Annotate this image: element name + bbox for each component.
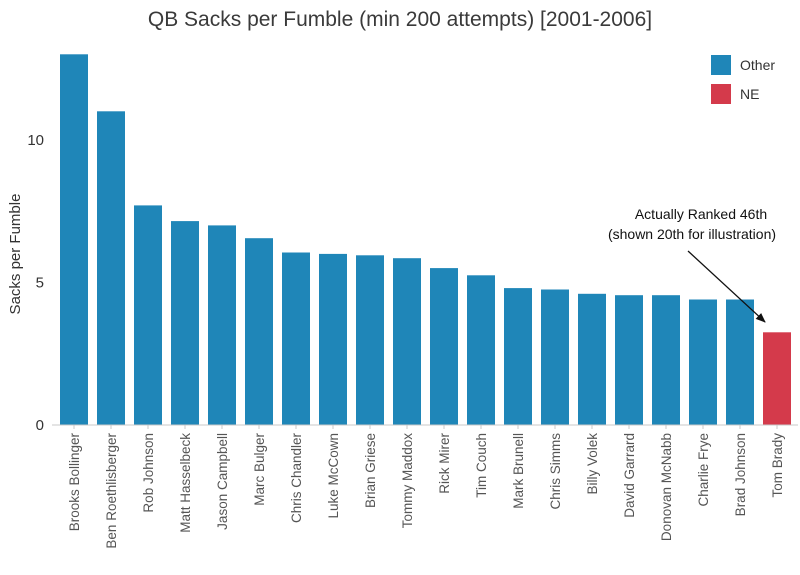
x-tick-label: Matt Hasselbeck <box>178 433 193 533</box>
legend: Other NE <box>711 55 775 104</box>
annotation-arrow <box>687 250 766 323</box>
bar-jason-campbell <box>208 225 236 425</box>
y-tick-label: 10 <box>27 132 44 149</box>
bar-tom-brady <box>763 332 791 425</box>
chart-title: QB Sacks per Fumble (min 200 attempts) [… <box>148 8 652 31</box>
bars <box>60 54 791 426</box>
annotation-line-2: (shown 20th for illustration) <box>608 226 776 242</box>
y-axis-label: Sacks per Fumble <box>7 194 24 315</box>
y-tick-label: 0 <box>36 417 44 434</box>
x-axis-ticks: Brooks Bollinger Ben Roethlisberger Rob Jo… <box>67 425 785 549</box>
x-tick-label: Tommy Maddox <box>400 433 415 529</box>
x-tick-label: Billy Volek <box>585 433 600 495</box>
x-tick-label: David Garrard <box>622 433 637 518</box>
y-axis-ticks: 0 5 10 <box>27 132 44 434</box>
bar-matt-hasselbeck <box>171 221 199 425</box>
x-tick-label: Marc Bulger <box>252 433 267 506</box>
bar-tim-couch <box>467 275 495 425</box>
bar-brad-johnson <box>726 299 754 425</box>
x-tick-label: Brian Griese <box>363 433 378 508</box>
bar-rick-mirer <box>430 268 458 425</box>
bar-david-garrard <box>615 295 643 425</box>
bar-chris-simms <box>541 289 569 425</box>
bar-marc-bulger <box>245 238 273 425</box>
legend-swatch-other <box>711 55 731 75</box>
x-tick-label: Tom Brady <box>770 433 785 498</box>
x-tick-label: Brooks Bollinger <box>67 432 82 531</box>
bar-brian-griese <box>356 255 384 425</box>
bar-rob-johnson <box>134 205 162 425</box>
x-tick-label: Luke McCown <box>326 433 341 519</box>
x-tick-label: Chris Chandler <box>289 433 304 524</box>
x-tick-label: Brad Johnson <box>733 433 748 516</box>
bar-luke-mccown <box>319 253 347 425</box>
legend-label-other: Other <box>740 57 775 73</box>
annotation-line-1: Actually Ranked 46th <box>635 206 767 222</box>
bar-ben-roethlisberger <box>97 111 125 426</box>
x-tick-label: Tim Couch <box>474 433 489 498</box>
bar-donovan-mcnabb <box>652 295 680 425</box>
bar-charlie-frye <box>689 299 717 425</box>
x-tick-label: Chris Simms <box>548 433 563 510</box>
bar-billy-volek <box>578 293 606 425</box>
annotation: Actually Ranked 46th (shown 20th for ill… <box>608 206 776 323</box>
x-tick-label: Donovan McNabb <box>659 433 674 541</box>
bar-mark-brunell <box>504 288 532 425</box>
x-tick-label: Ben Roethlisberger <box>104 433 119 549</box>
legend-label-ne: NE <box>740 86 759 102</box>
x-tick-label: Jason Campbell <box>215 433 230 530</box>
x-tick-label: Rick Mirer <box>437 433 452 494</box>
x-tick-label: Charlie Frye <box>696 433 711 507</box>
bar-brooks-bollinger <box>60 54 88 426</box>
bar-tommy-maddox <box>393 258 421 425</box>
y-tick-label: 5 <box>36 274 44 291</box>
x-tick-label: Mark Brunell <box>511 433 526 509</box>
bar-chris-chandler <box>282 252 310 425</box>
x-tick-label: Rob Johnson <box>141 433 156 513</box>
legend-swatch-ne <box>711 84 731 104</box>
